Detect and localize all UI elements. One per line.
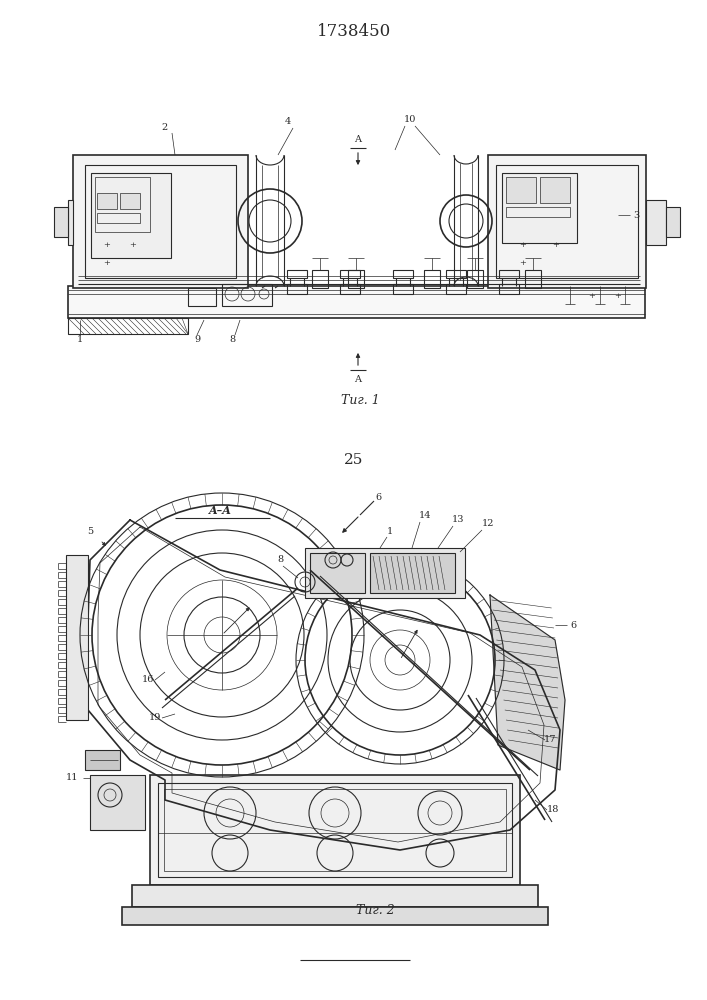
Bar	[646, 200, 666, 245]
Bar	[393, 270, 413, 278]
Text: 5: 5	[87, 528, 93, 536]
Text: 13: 13	[452, 516, 464, 524]
Bar	[540, 177, 570, 203]
Bar	[85, 750, 120, 770]
Text: 2: 2	[162, 123, 168, 132]
Text: 3: 3	[633, 211, 639, 220]
Text: +: +	[103, 259, 110, 267]
Bar	[506, 207, 570, 217]
Bar	[467, 270, 483, 288]
Bar	[502, 173, 577, 243]
Text: 12: 12	[481, 520, 494, 528]
Bar	[496, 165, 638, 278]
Text: Τиг. 1: Τиг. 1	[341, 393, 380, 406]
Bar	[150, 775, 520, 885]
Bar	[310, 553, 365, 593]
Bar	[499, 270, 519, 278]
Bar	[424, 270, 440, 288]
Text: 1738450: 1738450	[317, 23, 391, 40]
Bar	[222, 284, 272, 306]
Bar	[68, 200, 73, 245]
Bar	[312, 270, 328, 288]
Bar	[506, 177, 536, 203]
Bar	[66, 555, 88, 720]
Text: +: +	[553, 241, 559, 249]
Text: 14: 14	[419, 512, 431, 520]
Bar	[488, 155, 646, 288]
Text: +: +	[614, 292, 621, 300]
Text: 25: 25	[344, 453, 363, 467]
Text: 6: 6	[375, 492, 381, 502]
Bar	[54, 207, 68, 237]
Text: 1: 1	[387, 528, 393, 536]
Text: A–A: A–A	[209, 504, 231, 516]
Bar	[340, 270, 360, 278]
Bar	[305, 548, 465, 598]
Text: 17: 17	[544, 736, 556, 744]
Bar	[446, 284, 466, 294]
Bar	[158, 783, 512, 877]
Text: 1: 1	[77, 336, 83, 344]
Bar	[446, 270, 466, 278]
Bar	[97, 193, 117, 209]
Bar	[73, 155, 248, 288]
Bar	[666, 207, 680, 237]
Bar	[122, 907, 548, 925]
Text: 8: 8	[277, 556, 283, 564]
Bar	[348, 270, 364, 288]
Text: Τиг. 2: Τиг. 2	[356, 904, 395, 916]
Text: 8: 8	[229, 336, 235, 344]
Text: A: A	[354, 375, 361, 384]
Text: 19: 19	[148, 714, 161, 722]
Text: 11: 11	[66, 774, 78, 782]
Bar	[95, 177, 150, 232]
Text: +: +	[129, 241, 136, 249]
Polygon shape	[490, 595, 565, 770]
Bar	[132, 885, 538, 907]
Text: +: +	[520, 241, 527, 249]
Bar	[370, 553, 455, 593]
Bar	[85, 165, 236, 278]
Text: 10: 10	[404, 115, 416, 124]
Bar	[91, 173, 171, 258]
Text: 6: 6	[570, 620, 576, 630]
Bar	[90, 775, 145, 830]
Bar	[188, 288, 216, 306]
Bar	[393, 284, 413, 294]
Bar	[340, 284, 360, 294]
Text: A: A	[354, 135, 361, 144]
Text: 9: 9	[194, 336, 200, 344]
Text: 18: 18	[547, 806, 559, 814]
Bar	[287, 270, 307, 278]
Bar	[499, 284, 519, 294]
Text: 4: 4	[285, 117, 291, 126]
Bar	[525, 270, 541, 288]
Bar	[287, 284, 307, 294]
Text: +: +	[588, 292, 595, 300]
Text: +: +	[520, 259, 527, 267]
Bar	[97, 213, 140, 223]
Bar	[68, 318, 188, 334]
Bar	[164, 789, 506, 871]
Bar	[68, 286, 645, 318]
Text: +: +	[103, 241, 110, 249]
Bar	[120, 193, 140, 209]
Text: 16: 16	[142, 676, 154, 684]
